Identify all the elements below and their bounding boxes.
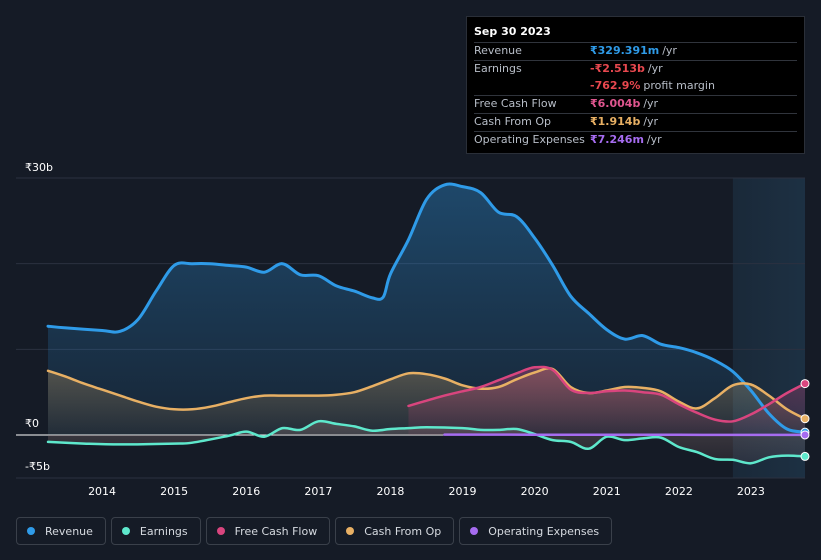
- tooltip-margin-suffix: profit margin: [643, 79, 715, 92]
- chart: ₹30b ₹0 -₹5b 2014 2015 2016 2017 2018 2019 2020 20…: [16, 161, 810, 498]
- x-tick-label-2021: 2021: [593, 485, 621, 498]
- tooltip-fcf-suffix: /yr: [643, 97, 659, 110]
- tooltip-row-opex: Operating Expenses ₹7.246m /yr: [474, 132, 797, 149]
- tooltip-date: Sep 30 2023: [474, 25, 797, 43]
- tooltip-row-margin: -762.9% profit margin: [474, 78, 797, 96]
- fcf-line: [407, 365, 807, 423]
- tooltip-opex-value: ₹7.246m: [590, 133, 644, 146]
- x-tick-label-2016: 2016: [232, 485, 260, 498]
- legend-dot-earnings-icon: [121, 527, 130, 535]
- legend-label-cfo: Cash From Op: [364, 524, 442, 538]
- legend: Revenue Earnings Free Cash Flow Cash Fro…: [16, 517, 613, 545]
- revenue-area: [48, 184, 805, 435]
- tooltip-row-revenue: Revenue ₹329.391m /yr: [474, 43, 797, 61]
- tooltip-opex-label: Operating Expenses: [474, 133, 585, 146]
- tooltip: Sep 30 2023 Revenue ₹329.391m /yr Earnin…: [466, 16, 805, 154]
- tooltip-row-earnings: Earnings -₹2.513b /yr: [474, 61, 797, 78]
- legend-item-cfo[interactable]: Cash From Op: [335, 517, 455, 545]
- tooltip-earnings-label: Earnings: [474, 62, 522, 75]
- earnings-end-marker: [800, 451, 810, 461]
- cfo-line: [46, 367, 807, 420]
- tooltip-row-fcf: Free Cash Flow ₹6.004b /yr: [474, 96, 797, 114]
- tooltip-opex-suffix: /yr: [646, 133, 662, 146]
- x-tick-label-2019: 2019: [449, 485, 477, 498]
- x-tick-label-2018: 2018: [376, 485, 404, 498]
- legend-item-earnings[interactable]: Earnings: [110, 517, 201, 545]
- legend-label-earnings: Earnings: [139, 524, 188, 538]
- y-tick-label: ₹0: [25, 417, 39, 430]
- legend-item-fcf[interactable]: Free Cash Flow: [205, 517, 331, 545]
- tooltip-revenue-label: Revenue: [474, 44, 522, 57]
- tooltip-revenue-value: ₹329.391m: [590, 44, 660, 57]
- opex-end-marker: [800, 430, 810, 440]
- tooltip-earnings-value: -₹2.513b: [590, 62, 645, 75]
- legend-item-revenue[interactable]: Revenue: [16, 517, 106, 545]
- legend-label-fcf: Free Cash Flow: [234, 524, 318, 538]
- legend-dot-opex-icon: [470, 527, 479, 535]
- legend-item-opex[interactable]: Operating Expenses: [459, 517, 613, 545]
- tooltip-cfo-value: ₹1.914b: [590, 115, 641, 128]
- tooltip-earnings-suffix: /yr: [647, 62, 663, 75]
- legend-label-revenue: Revenue: [45, 524, 93, 538]
- y-tick-label: ₹30b: [25, 161, 53, 174]
- tooltip-cfo-label: Cash From Op: [474, 115, 552, 128]
- y-tick-label: -₹5b: [25, 460, 50, 473]
- tooltip-fcf-value: ₹6.004b: [590, 97, 641, 110]
- revenue-line: [46, 182, 807, 434]
- cfo-end-marker: [800, 414, 810, 424]
- legend-dot-cfo-icon: [346, 527, 355, 535]
- fcf-end-marker: [800, 379, 810, 389]
- x-tick-label-2017: 2017: [304, 485, 332, 498]
- tooltip-margin-spacer: [474, 78, 590, 95]
- tooltip-margin-value: -762.9%: [590, 79, 641, 92]
- earnings-line: [46, 419, 807, 465]
- legend-dot-revenue-icon: [27, 527, 35, 535]
- x-tick-label-2014: 2014: [88, 485, 116, 498]
- legend-label-opex: Operating Expenses: [488, 524, 600, 538]
- legend-dot-fcf-icon: [216, 527, 225, 535]
- tooltip-cfo-suffix: /yr: [643, 115, 659, 128]
- x-tick-label-2022: 2022: [665, 485, 693, 498]
- x-tick-label-2023: 2023: [737, 485, 765, 498]
- tooltip-fcf-label: Free Cash Flow: [474, 97, 557, 110]
- x-tick-label-2015: 2015: [160, 485, 188, 498]
- tooltip-row-cfo: Cash From Op ₹1.914b /yr: [474, 114, 797, 132]
- x-tick-label-2020: 2020: [521, 485, 549, 498]
- tooltip-revenue-suffix: /yr: [662, 44, 677, 57]
